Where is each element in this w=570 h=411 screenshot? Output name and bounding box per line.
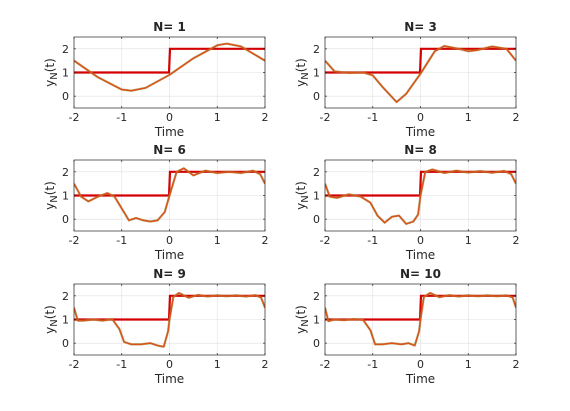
partial-sum-line	[325, 292, 516, 347]
x-axis-label: Time	[154, 248, 184, 262]
y-axis-label: yN(t)	[294, 58, 311, 87]
subplot-title: N= 10	[400, 267, 441, 281]
y-axis-label: yN(t)	[294, 181, 311, 210]
subplot-title: N= 9	[153, 267, 186, 281]
x-tick-label: 0	[166, 111, 173, 124]
y-tick-label: 1	[313, 67, 320, 80]
subplot-2: -2 -1 0 1 2 0 1 2 N= 3 Time yN(t)	[294, 20, 520, 139]
x-tick-label: 0	[166, 234, 173, 247]
y-tick-label: 1	[313, 190, 320, 203]
subplot-3: -2 -1 0 1 2 0 1 2 N= 6 Time yN(t)	[43, 143, 269, 262]
x-axis-label: Time	[154, 372, 184, 386]
subplot-1: -2 -1 0 1 2 0 1 2 N= 1 Time yN(t)	[43, 20, 269, 139]
x-tick-label: -1	[116, 234, 127, 247]
x-tick-label: 1	[214, 234, 221, 247]
x-tick-label: -2	[69, 358, 80, 371]
x-tick-label: 2	[262, 111, 269, 124]
y-tick-label: 2	[313, 166, 320, 179]
x-tick-label: -1	[367, 358, 378, 371]
y-tick-label: 2	[62, 43, 69, 56]
y-tick-label: 0	[62, 337, 69, 350]
x-tick-label: -1	[116, 358, 127, 371]
x-axis-label: Time	[154, 125, 184, 139]
x-tick-label: -2	[320, 234, 331, 247]
y-axis-label: yN(t)	[43, 58, 60, 87]
partial-sum-line	[325, 45, 516, 103]
partial-sum-line	[74, 292, 265, 348]
subplot-title: N= 1	[153, 20, 186, 34]
y-tick-label: 1	[62, 314, 69, 327]
x-tick-label: -1	[116, 111, 127, 124]
y-tick-label: 0	[313, 90, 320, 103]
y-tick-label: 0	[313, 213, 320, 226]
subplot-title: N= 3	[404, 20, 437, 34]
y-tick-label: 2	[62, 166, 69, 179]
x-tick-label: -1	[367, 111, 378, 124]
subplot-title: N= 8	[404, 143, 437, 157]
x-tick-label: 2	[262, 358, 269, 371]
x-tick-label: 0	[417, 111, 424, 124]
partial-sum-line	[325, 168, 516, 225]
y-tick-label: 0	[62, 213, 69, 226]
square-wave-line	[74, 47, 265, 74]
x-tick-label: -2	[320, 111, 331, 124]
x-tick-label: 0	[417, 358, 424, 371]
y-tick-label: 2	[62, 290, 69, 303]
subplot-6: -2 -1 0 1 2 0 1 2 N= 10 Time yN(t)	[294, 267, 520, 386]
x-tick-label: 1	[465, 111, 472, 124]
subplot-title: N= 6	[153, 143, 186, 157]
x-tick-label: -2	[69, 111, 80, 124]
x-tick-label: 1	[214, 358, 221, 371]
x-tick-label: 2	[513, 111, 520, 124]
y-tick-label: 2	[313, 290, 320, 303]
x-tick-label: 1	[465, 358, 472, 371]
x-tick-label: 1	[214, 111, 221, 124]
x-tick-label: 1	[465, 234, 472, 247]
x-axis-label: Time	[405, 248, 435, 262]
y-axis-label: yN(t)	[294, 305, 311, 334]
x-tick-label: 0	[417, 234, 424, 247]
x-tick-label: -2	[69, 234, 80, 247]
y-tick-label: 0	[313, 337, 320, 350]
subplot-4: -2 -1 0 1 2 0 1 2 N= 8 Time yN(t)	[294, 143, 520, 262]
x-tick-label: 0	[166, 358, 173, 371]
y-tick-label: 1	[313, 314, 320, 327]
x-tick-label: -2	[320, 358, 331, 371]
y-tick-label: 0	[62, 90, 69, 103]
x-tick-label: 2	[262, 234, 269, 247]
x-axis-label: Time	[405, 125, 435, 139]
y-tick-label: 2	[313, 43, 320, 56]
partial-sum-line	[74, 42, 265, 92]
x-tick-label: -1	[367, 234, 378, 247]
y-axis-label: yN(t)	[43, 181, 60, 210]
partial-sum-line	[74, 167, 265, 223]
y-axis-label: yN(t)	[43, 305, 60, 334]
x-tick-label: 2	[513, 358, 520, 371]
y-tick-label: 1	[62, 67, 69, 80]
y-tick-label: 1	[62, 190, 69, 203]
x-axis-label: Time	[405, 372, 435, 386]
subplot-5: -2 -1 0 1 2 0 1 2 N= 9 Time yN(t)	[43, 267, 269, 386]
x-tick-label: 2	[513, 234, 520, 247]
